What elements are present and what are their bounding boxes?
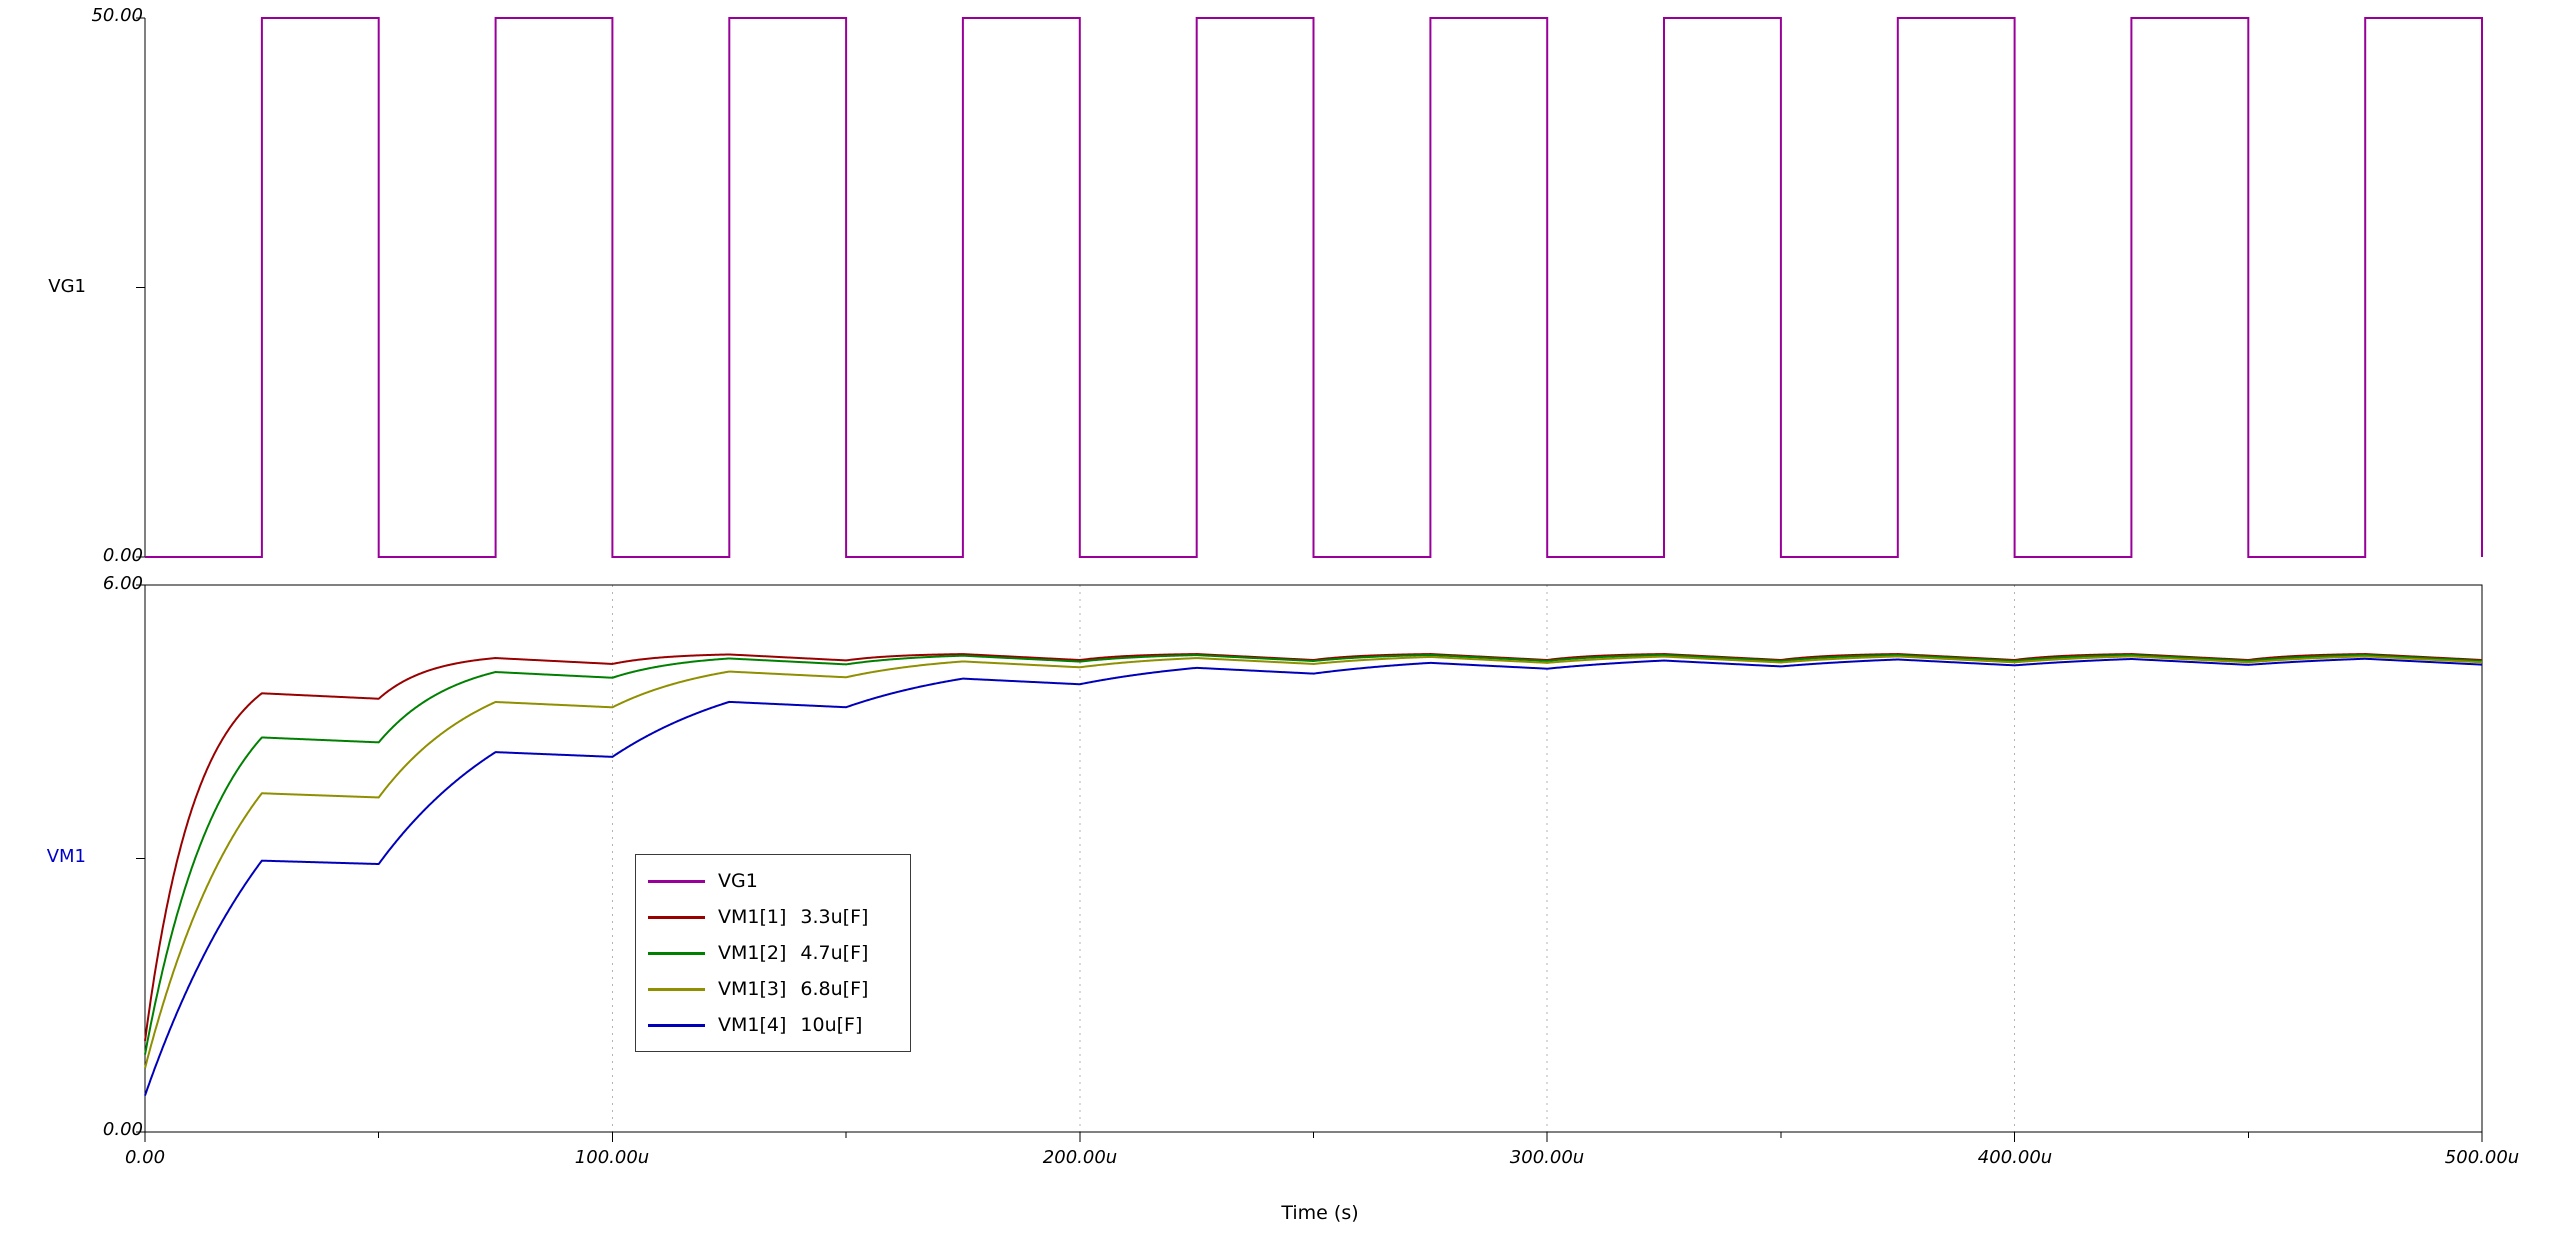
legend-swatch [648,915,705,919]
legend-label: VM1[2] [718,942,787,964]
legend-swatch [648,987,705,991]
x-tick-label-0: 0.00 [124,1147,166,1168]
legend-label: VM1[4] [718,1014,787,1036]
vg1-axis-label: VG1 [48,276,86,297]
legend-label: VM1[1] [718,906,787,928]
vg1-ymax-label: 50.00 [91,5,143,26]
vm1-plot-frame [144,584,2483,1133]
legend-value: 10u[F] [800,1014,863,1036]
vm1-ymax-label: 6.00 [102,573,143,594]
vg1-ymin-label: 0.00 [102,545,143,566]
x-tick-label-300: 300.00u [1509,1147,1585,1168]
legend-item: VM1[2] 4.7u[F] [648,935,898,971]
vm1-trace-3 [144,655,2483,1069]
vm1-axis-label: VM1 [46,846,86,867]
vm1-ymin-label: 0.00 [102,1119,143,1140]
vm1-trace-1 [144,653,2483,1041]
x-axis-title: Time (s) [1281,1202,1359,1224]
legend-label: VG1 [718,870,758,892]
x-tick-label-100: 100.00u [574,1147,650,1168]
legend-swatch [648,951,705,955]
vg1-trace [145,17,2483,558]
legend-item: VM1[4] 10u[F] [648,1007,898,1043]
legend-value: 4.7u[F] [800,942,869,964]
legend-item: VG1 [648,863,898,899]
x-tick-label-400: 400.00u [1977,1147,2053,1168]
vm1-trace-4 [144,657,2483,1096]
x-tick-label-200: 200.00u [1042,1147,1118,1168]
legend-label: VM1[3] [718,978,787,1000]
x-tick-label-500: 500.00u [2444,1147,2520,1168]
legend-swatch [648,879,705,883]
legend: VG1 VM1[1] 3.3u[F] VM1[2] 4.7u[F] VM1[3] 6.8u[… [635,854,911,1052]
legend-value: 6.8u[F] [800,978,869,1000]
legend-swatch [648,1023,705,1027]
legend-item: VM1[1] 3.3u[F] [648,899,898,935]
legend-item: VM1[3] 6.8u[F] [648,971,898,1007]
legend-value: 3.3u[F] [800,906,869,928]
vm1-trace-2 [144,653,2483,1055]
